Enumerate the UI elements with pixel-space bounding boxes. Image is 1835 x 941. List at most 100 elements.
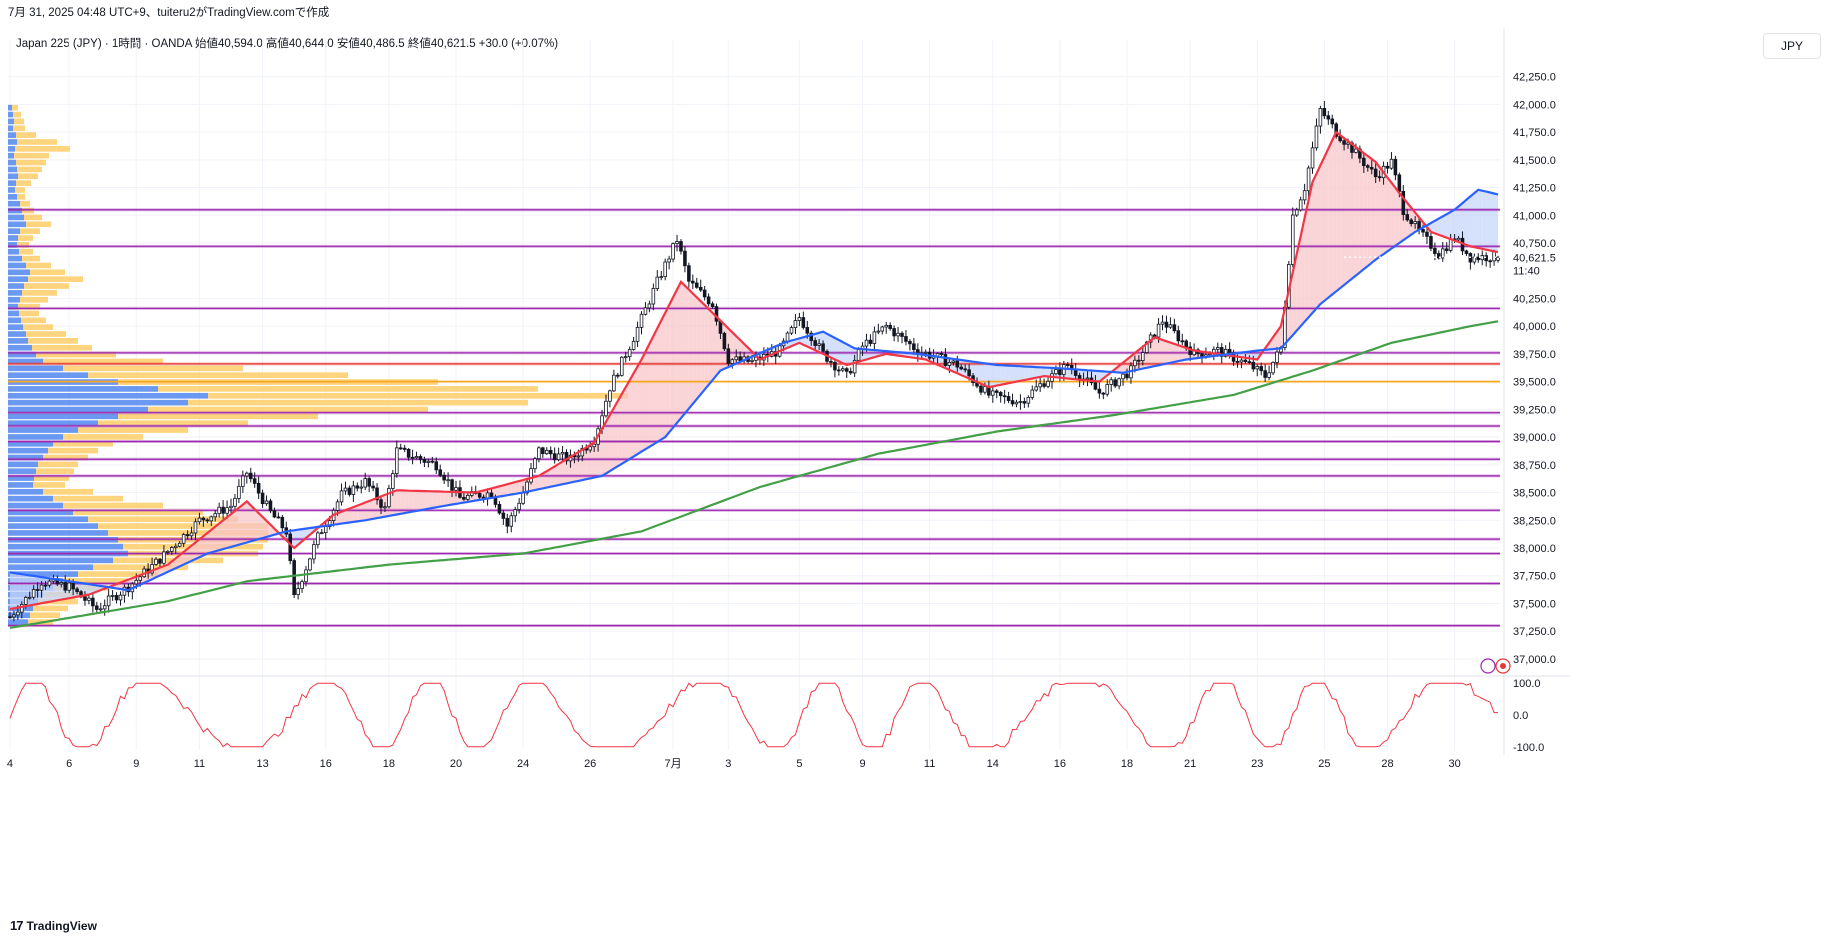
tradingview-brand: TradingView: [26, 918, 97, 933]
candle-body: [525, 481, 529, 494]
ema-cloud-segment: [1095, 370, 1100, 382]
candle-body: [1066, 364, 1070, 366]
ema-cloud-segment: [578, 449, 583, 481]
ema-cloud-segment: [1363, 153, 1368, 270]
candle-body: [1354, 148, 1358, 153]
candle-body: [327, 520, 332, 527]
tradingview-logo[interactable]: 17 TradingView: [10, 918, 97, 933]
currency-button[interactable]: JPY: [1763, 33, 1821, 59]
ema-cloud-segment: [17, 573, 22, 608]
candle-body: [1326, 115, 1331, 120]
ema-cloud-segment: [534, 475, 539, 491]
time-axis[interactable]: 4 6 9 11 13 16 18 20 24 26 7月 3 5 9 11 14 16 18 21 23 25 28 30: [7, 758, 1461, 770]
vp-bar-orange: [16, 132, 36, 138]
ema-cloud-segment: [609, 407, 614, 472]
vp-bar-blue: [8, 146, 15, 152]
vp-bar-blue: [8, 516, 88, 523]
candle-body: [667, 258, 671, 263]
candle-body: [580, 447, 585, 457]
time-tick-label: 11: [194, 758, 205, 770]
price-tick-label: 41,250.0: [1513, 183, 1556, 195]
candle-body: [114, 595, 119, 601]
candle-body: [805, 327, 810, 334]
candle-body: [162, 551, 166, 564]
vp-bar-orange: [208, 392, 628, 399]
ema-cloud-segment: [1040, 367, 1045, 377]
ema-cloud-segment: [428, 491, 433, 509]
vp-bar-blue: [8, 194, 17, 200]
ema-cloud-segment: [373, 497, 378, 519]
candle-body: [529, 468, 533, 483]
candle-body: [1176, 330, 1181, 342]
vp-bar-blue: [8, 248, 19, 255]
vp-bar-orange: [118, 413, 318, 420]
ema-cloud-segment: [1438, 216, 1443, 237]
candle-body: [1433, 247, 1437, 254]
chart-caption: 7月 31, 2025 04:48 UTC+9、tuiteru2がTrading…: [8, 7, 330, 19]
candle-body: [517, 502, 521, 510]
candle-body: [655, 276, 660, 289]
candle-body: [1223, 348, 1228, 357]
candle-body: [856, 349, 861, 361]
ema-cloud-segment: [215, 523, 220, 552]
lightning-icon[interactable]: [1480, 658, 1496, 674]
vp-bar-orange: [38, 461, 78, 468]
candle-body: [442, 474, 446, 481]
vp-bar-blue: [8, 221, 26, 228]
candle-body: [671, 243, 675, 260]
ema-cloud-segment: [1336, 132, 1341, 292]
price-tick-label: 37,500.0: [1513, 598, 1556, 610]
ema-cloud-segment: [1020, 366, 1025, 381]
candle-body: [1216, 347, 1220, 350]
vp-bar-blue: [8, 139, 17, 145]
candle-body: [225, 507, 229, 514]
candle-body: [213, 513, 218, 518]
ema-cloud-segment: [1395, 187, 1400, 246]
ema-cloud-segment: [408, 490, 413, 513]
vp-bar-orange: [15, 187, 25, 193]
ema-cloud-segment: [444, 491, 449, 506]
ema-cloud-segment: [1470, 193, 1475, 248]
price-tick-label: 38,750.0: [1513, 460, 1556, 472]
oscillator-pane: 100.0 0.0 -100.0: [9, 678, 1544, 754]
candle-body: [923, 351, 928, 354]
candle-body: [379, 499, 383, 508]
ema-cloud-segment: [57, 579, 62, 601]
candle-body: [1137, 359, 1141, 362]
vp-bar-orange: [33, 605, 68, 612]
ema-cloud-segment: [1316, 165, 1321, 309]
ema-cloud-segment: [834, 337, 839, 362]
candle-body: [1302, 190, 1307, 201]
vp-bar-blue: [8, 434, 63, 440]
candle-body: [35, 589, 40, 591]
ema-cloud-segment: [392, 490, 397, 516]
symbol-legend[interactable]: Japan 225 (JPY) · 1時間 · OANDA 始値40,594.0…: [16, 38, 559, 50]
ema-cloud-segment: [1379, 167, 1384, 257]
candle-body: [698, 286, 703, 291]
candle-body: [355, 485, 360, 489]
ema-cloud-segment: [653, 328, 658, 445]
candle-body: [734, 356, 739, 361]
candle-body: [1105, 384, 1110, 395]
candle-body: [256, 482, 261, 494]
vp-bar-blue: [8, 523, 98, 529]
ema-cloud-segment: [554, 464, 559, 486]
ema-cloud-segment: [53, 578, 58, 602]
vp-bar-orange: [26, 262, 51, 269]
ema-cloud-segment: [1375, 162, 1380, 260]
vp-bar-blue: [8, 488, 43, 495]
candle-body: [347, 487, 352, 495]
candle-body: [1247, 361, 1252, 363]
candle-body: [1362, 157, 1366, 167]
candle-body: [647, 303, 652, 309]
vp-bar-orange: [26, 221, 51, 228]
candle-body: [880, 326, 885, 332]
ema-cloud-segment: [637, 359, 642, 455]
price-axis[interactable]: 42,250.0 42,000.0 41,750.0 41,500.0 41,250.0…: [1508, 72, 1566, 666]
candle-body: [691, 280, 695, 284]
price-tick-label: 42,000.0: [1513, 99, 1556, 111]
price-tick-label: 37,750.0: [1513, 571, 1556, 583]
candle-body: [663, 261, 667, 278]
candle-body: [193, 521, 198, 534]
